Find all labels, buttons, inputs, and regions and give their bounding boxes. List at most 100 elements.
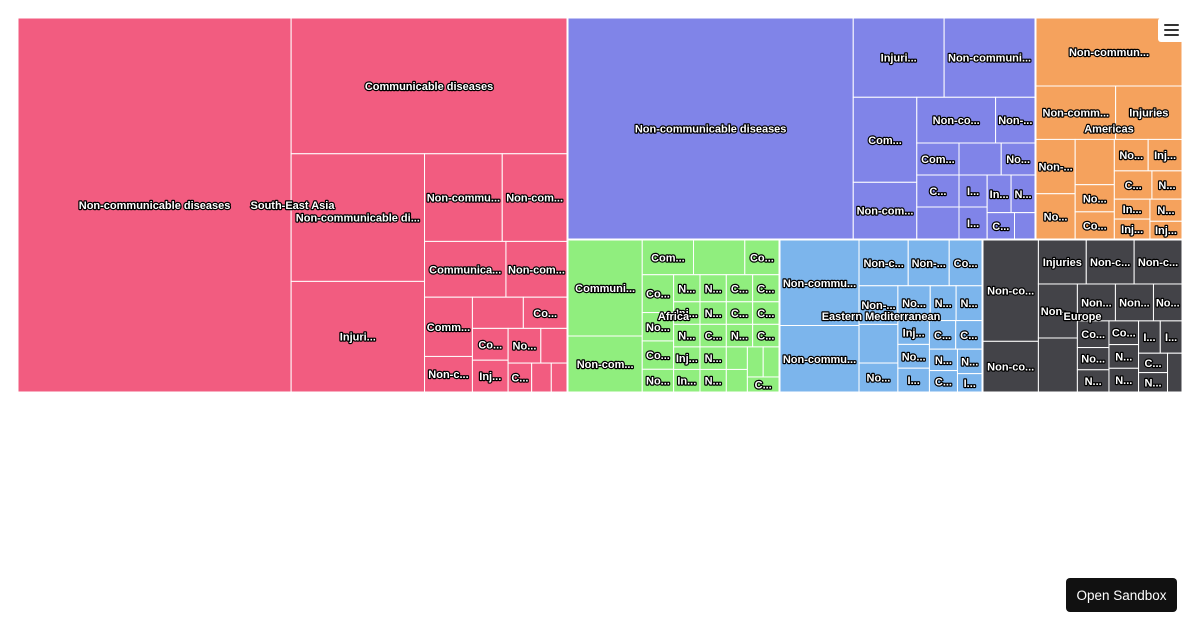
treemap-tile[interactable] <box>752 274 780 303</box>
treemap-tile[interactable] <box>955 285 983 322</box>
treemap-tile[interactable] <box>1113 170 1153 200</box>
treemap-tile[interactable] <box>1115 85 1183 140</box>
treemap-tile[interactable] <box>948 239 983 287</box>
treemap-tile[interactable] <box>744 239 780 276</box>
treemap-tile[interactable] <box>1000 142 1036 176</box>
treemap-tile[interactable] <box>290 17 568 155</box>
treemap-tile[interactable] <box>567 239 643 337</box>
treemap-tile[interactable] <box>1037 337 1078 393</box>
treemap-tile[interactable] <box>531 362 552 393</box>
treemap-tile[interactable] <box>471 327 509 361</box>
region-label: Africa <box>658 311 690 323</box>
tile-label: Communica... <box>429 264 501 276</box>
tile-label: C... <box>511 373 528 385</box>
tile-label: Non-co... <box>987 362 1034 374</box>
treemap-tile[interactable] <box>1013 212 1036 240</box>
treemap-tile[interactable] <box>17 17 292 393</box>
treemap-tile[interactable] <box>852 17 945 98</box>
treemap-tile[interactable] <box>982 340 1039 393</box>
tile-label: N... <box>678 331 695 343</box>
treemap-tile[interactable] <box>1167 352 1183 393</box>
treemap-tile[interactable] <box>505 240 568 298</box>
tile-label: Co... <box>750 252 774 264</box>
region-africa: Communi... Non-com... Com... Co... Co... No..… <box>567 239 780 393</box>
treemap-tile[interactable] <box>916 174 960 208</box>
tile-label: C... <box>757 283 774 295</box>
treemap-tile[interactable] <box>779 325 860 393</box>
treemap-tile[interactable] <box>471 359 509 393</box>
treemap-tile[interactable] <box>982 239 1039 342</box>
treemap-tile[interactable] <box>290 153 426 282</box>
tile-label: C... <box>960 330 977 342</box>
treemap-tile[interactable] <box>779 239 860 326</box>
treemap-tile[interactable] <box>858 285 899 325</box>
tile-label: Com... <box>651 252 685 264</box>
tile-label: In... <box>677 376 696 388</box>
tile-label: Non-commu... <box>783 354 856 366</box>
treemap-tile[interactable] <box>762 346 780 378</box>
open-sandbox-button[interactable]: Open Sandbox <box>1066 578 1177 612</box>
tile-label: Injuries <box>1043 257 1082 269</box>
treemap-tile[interactable] <box>1035 17 1183 87</box>
tile-label: Non-c... <box>428 369 468 381</box>
tile-label: Non-... <box>998 115 1032 127</box>
tile-label: Communi... <box>575 283 635 295</box>
treemap-tile[interactable] <box>958 142 1002 176</box>
treemap-tile[interactable] <box>424 153 503 242</box>
treemap-tile[interactable] <box>1114 283 1154 322</box>
treemap-tile[interactable] <box>522 296 568 329</box>
tile-label: Co... <box>1112 328 1136 340</box>
treemap-tile[interactable] <box>852 181 918 240</box>
treemap-tile[interactable] <box>956 348 983 375</box>
treemap-tile[interactable] <box>693 239 746 276</box>
treemap-tile[interactable] <box>1147 138 1183 172</box>
treemap-tile[interactable] <box>1152 283 1183 322</box>
treemap-tile[interactable] <box>956 373 983 393</box>
treemap-tile[interactable] <box>471 296 524 329</box>
treemap-tile[interactable] <box>858 362 899 393</box>
treemap-tile[interactable] <box>1133 239 1183 285</box>
treemap-tile[interactable] <box>1149 220 1183 240</box>
treemap-tile[interactable] <box>725 368 748 393</box>
treemap-tile[interactable] <box>916 206 960 240</box>
treemap-tile[interactable] <box>1035 138 1076 195</box>
treemap-tile[interactable] <box>290 280 426 393</box>
tile-label: N... <box>705 376 722 388</box>
hamburger-menu-icon[interactable] <box>1158 18 1184 42</box>
treemap-tile[interactable] <box>1074 211 1115 240</box>
treemap-tile[interactable] <box>567 335 643 393</box>
treemap-tile[interactable] <box>916 142 960 176</box>
treemap-tile[interactable] <box>928 320 957 350</box>
treemap-tile[interactable] <box>746 376 780 393</box>
treemap-tile[interactable] <box>958 206 988 240</box>
treemap-tile[interactable] <box>943 17 1036 98</box>
treemap-tile[interactable] <box>725 346 748 370</box>
treemap-tile[interactable] <box>567 17 854 240</box>
tile-label: C... <box>757 308 774 320</box>
treemap-tile[interactable] <box>916 96 997 144</box>
treemap-tile[interactable] <box>501 153 568 242</box>
treemap-tile[interactable] <box>1037 239 1087 285</box>
tile-label: N... <box>960 298 977 310</box>
treemap-tile[interactable] <box>1074 138 1115 186</box>
treemap-tile[interactable] <box>550 362 568 393</box>
treemap-tile[interactable] <box>1037 283 1078 339</box>
tile-label: No... <box>1156 297 1180 309</box>
treemap-tile[interactable] <box>958 174 988 208</box>
treemap-tile[interactable] <box>907 239 950 287</box>
treemap-tile[interactable] <box>1151 170 1183 200</box>
treemap-tile[interactable] <box>858 323 899 364</box>
treemap-tile[interactable] <box>746 346 764 378</box>
treemap-tile[interactable] <box>1074 184 1115 213</box>
treemap-tile[interactable] <box>641 312 675 342</box>
treemap-tile[interactable] <box>1085 239 1135 285</box>
region-south-east-asia: Non-communicable diseases Communicable di… <box>17 17 568 393</box>
tile-label: Non-com... <box>508 264 565 276</box>
tile-label: N... <box>935 355 952 367</box>
tile-label: No... <box>867 373 891 385</box>
treemap-tile[interactable] <box>1035 193 1076 240</box>
treemap-tile[interactable] <box>852 96 918 183</box>
treemap-tile[interactable] <box>540 327 568 364</box>
tile-label: C... <box>731 283 748 295</box>
